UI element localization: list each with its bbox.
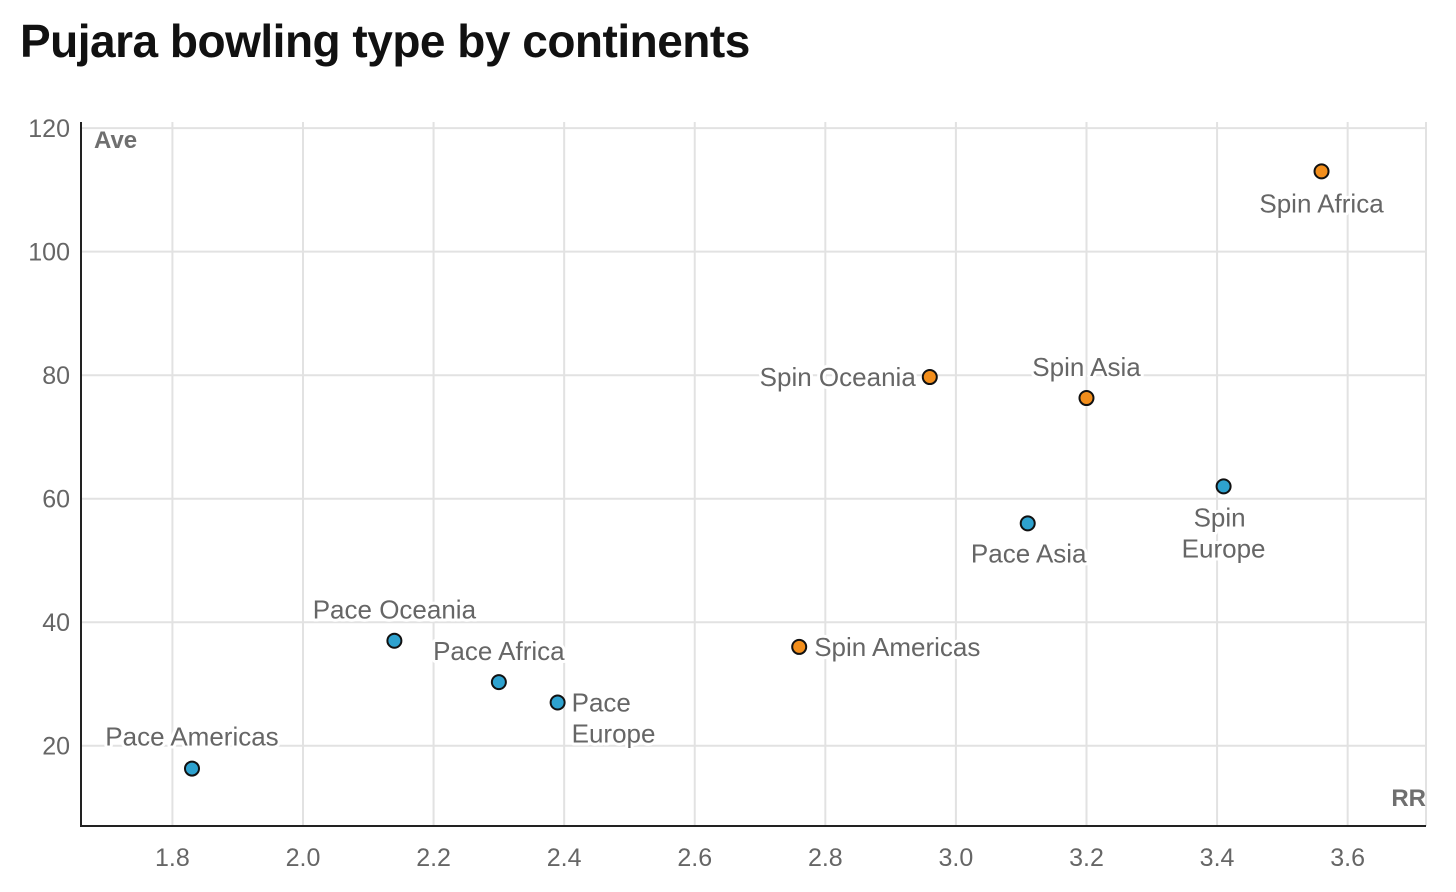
point-label-line: Pace bbox=[572, 687, 631, 717]
point-label: Pace Africa bbox=[433, 636, 565, 666]
x-tick-label: 2.8 bbox=[808, 844, 843, 872]
point-label-line: Spin Americas bbox=[814, 632, 980, 662]
scatter-point-pace bbox=[183, 760, 200, 777]
y-tick-label: 60 bbox=[42, 486, 70, 514]
point-label-line: Europe bbox=[572, 718, 656, 748]
point-label: Spin Americas bbox=[814, 632, 980, 662]
scatter-point-spin bbox=[921, 369, 938, 386]
scatter-point-pace bbox=[549, 694, 566, 711]
y-tick-label: 80 bbox=[42, 362, 70, 390]
point-label-line: Pace Americas bbox=[105, 722, 278, 752]
point-label: Pace Oceania bbox=[313, 595, 477, 625]
x-tick-label: 2.6 bbox=[677, 844, 712, 872]
x-tick-label: 2.2 bbox=[416, 844, 451, 872]
y-tick-label: 100 bbox=[28, 239, 70, 267]
x-tick-label: 3.2 bbox=[1069, 844, 1104, 872]
point-label: Pace Europe bbox=[572, 687, 656, 748]
grid-lines bbox=[81, 122, 1427, 826]
scatter-point-spin bbox=[1078, 390, 1095, 407]
point-label-line: Spin bbox=[1194, 502, 1246, 532]
x-tick-label: 3.0 bbox=[939, 844, 974, 872]
point-label-line: Pace Africa bbox=[433, 636, 565, 666]
scatter-point-pace bbox=[386, 632, 403, 649]
point-label: Spin Europe bbox=[1182, 502, 1266, 563]
y-tick-label: 20 bbox=[42, 733, 70, 761]
axes bbox=[80, 122, 1426, 827]
data-points bbox=[183, 163, 1330, 777]
point-label: Pace Americas bbox=[105, 722, 278, 752]
scatter-point-spin bbox=[791, 638, 808, 655]
x-tick-label: 3.4 bbox=[1200, 844, 1235, 872]
x-axis-title: RR bbox=[1391, 785, 1426, 812]
scatter-point-pace bbox=[1019, 515, 1036, 532]
x-tick-label: 2.0 bbox=[286, 844, 321, 872]
chart-title: Pujara bowling type by continents bbox=[20, 15, 750, 67]
point-label-line: Europe bbox=[1182, 533, 1266, 563]
x-tick-label: 3.6 bbox=[1330, 844, 1365, 872]
point-label-line: Spin Africa bbox=[1259, 188, 1384, 218]
point-label: Pace Asia bbox=[971, 538, 1087, 568]
x-tick-label: 2.4 bbox=[547, 844, 582, 872]
point-label-line: Spin Asia bbox=[1032, 352, 1141, 382]
point-label-line: Spin Oceania bbox=[760, 362, 917, 392]
point-label: Spin Africa bbox=[1259, 188, 1384, 218]
scatter-point-spin bbox=[1313, 163, 1330, 180]
y-tick-label: 40 bbox=[42, 609, 70, 637]
y-tick-label: 120 bbox=[28, 115, 70, 143]
scatter-point-pace bbox=[490, 674, 507, 691]
point-label: Spin Oceania bbox=[760, 362, 917, 392]
scatter-point-pace bbox=[1215, 478, 1232, 495]
tick-labels: 1.8 2.0 2.2 2.4 2.6 2.8 3.0 3.2 3.4 3.6 20 40 60 80 10… bbox=[28, 115, 1365, 872]
point-label-line: Pace Oceania bbox=[313, 595, 477, 625]
y-axis-title: Ave bbox=[94, 127, 137, 154]
point-label: Spin Asia bbox=[1032, 352, 1141, 382]
point-label-line: Pace Asia bbox=[971, 538, 1087, 568]
x-tick-label: 1.8 bbox=[155, 844, 190, 872]
